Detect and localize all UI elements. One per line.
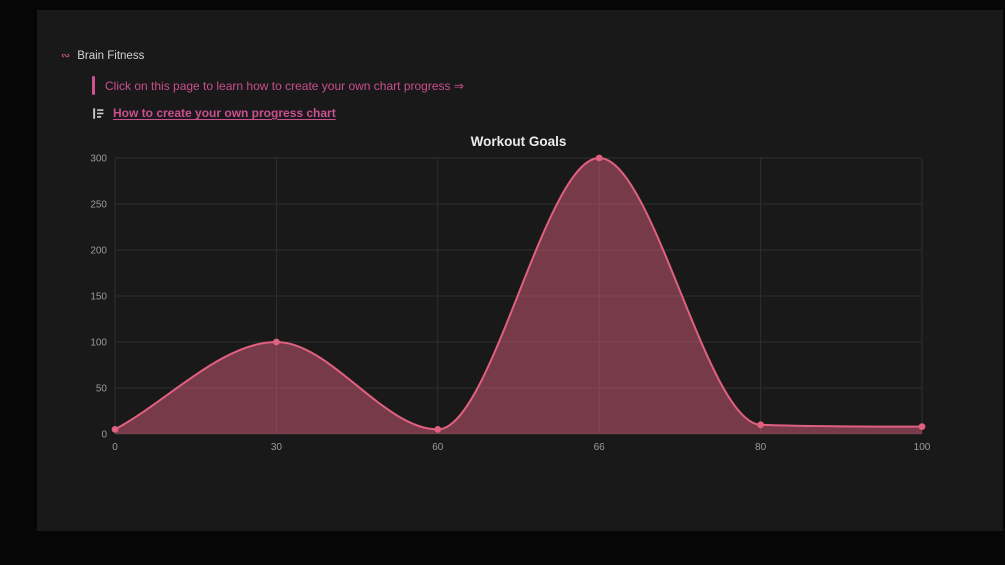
data-point [273,338,280,346]
y-tick-label: 50 [96,384,108,395]
data-point [918,423,926,431]
y-tick-label: 100 [90,338,107,349]
callout: Click on this page to learn how to creat… [92,76,464,95]
workout-goals-chart[interactable]: 0 50 100 150 200 250 300 0 30 60 66 80 100 [77,150,977,462]
page-link-row: How to create your own progress chart [92,106,336,120]
callout-accent-bar [92,76,95,95]
callout-text: Click on this page to learn how to creat… [105,78,464,93]
y-tick-label: 250 [90,200,107,211]
x-tick-label: 100 [914,442,931,453]
x-tick-label: 80 [755,442,767,453]
y-tick-label: 0 [101,430,107,441]
x-tick-label: 0 [112,442,118,453]
x-tick-label: 30 [271,442,283,453]
brain-icon: ∾ [61,49,71,62]
y-tick-label: 300 [90,154,107,165]
progress-chart-link[interactable]: How to create your own progress chart [113,106,336,120]
y-tick-label: 200 [90,246,107,257]
x-tick-label: 66 [594,442,606,453]
y-tick-label: 150 [90,292,107,303]
data-point [434,426,442,433]
page-link-icon [92,107,105,120]
breadcrumb[interactable]: ∾ Brain Fitness [61,50,144,62]
chart-title: Workout Goals [470,134,567,149]
data-point [595,154,603,162]
breadcrumb-label: Brain Fitness [77,50,145,62]
notion-page: ∾ Brain Fitness Click on this page to le… [37,10,1003,531]
x-tick-label: 60 [432,442,444,453]
data-point [111,426,119,433]
data-point [757,421,764,429]
